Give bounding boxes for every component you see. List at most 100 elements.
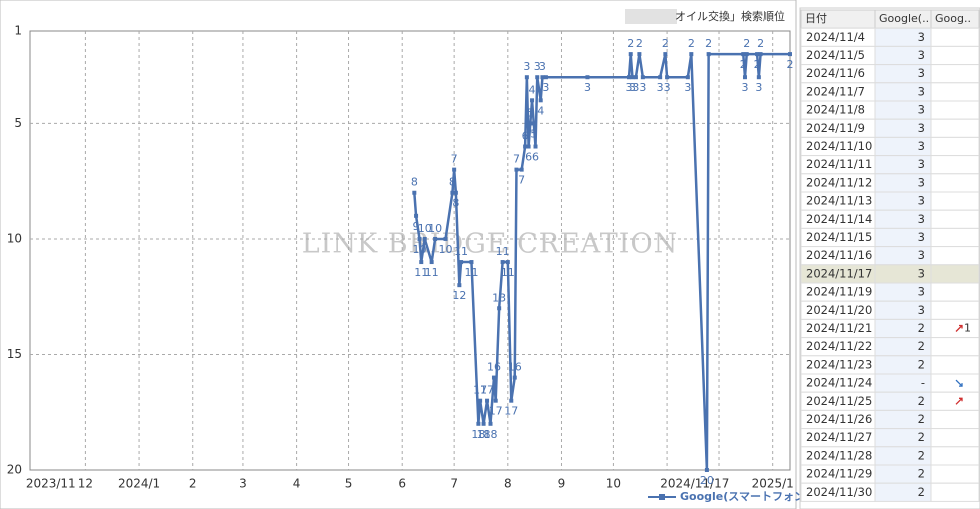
row-bg xyxy=(930,155,980,175)
data-label: 6 xyxy=(525,151,532,164)
row-bg xyxy=(930,100,980,120)
point xyxy=(543,75,548,80)
x-tick-label: 3 xyxy=(239,477,247,491)
data-label: 6 xyxy=(522,130,529,143)
row-bg xyxy=(930,27,980,47)
watermark: LINK BRIDGE CREATION xyxy=(302,229,678,260)
row-bg xyxy=(930,64,980,84)
date-cell: 2024/11/21 xyxy=(806,321,872,335)
data-label: 20 xyxy=(700,474,714,487)
rank-cell: 3 xyxy=(918,303,925,317)
date-cell: 2024/11/4 xyxy=(806,30,865,44)
date-cell: 2024/11/15 xyxy=(806,230,872,244)
row-bg xyxy=(930,373,980,393)
legend-marker xyxy=(659,494,665,500)
point xyxy=(523,144,528,149)
date-cell: 2024/11/13 xyxy=(806,194,872,208)
point xyxy=(744,52,749,57)
x-tick-label: 7 xyxy=(450,477,458,491)
x-tick-label: 2 xyxy=(189,477,197,491)
point xyxy=(628,52,633,57)
data-label: 17 xyxy=(473,384,487,397)
date-cell: 2024/11/30 xyxy=(806,485,872,499)
data-label: 17 xyxy=(489,405,503,418)
date-cell: 2024/11/6 xyxy=(806,66,865,80)
y-tick-label: 15 xyxy=(7,347,22,361)
data-label: 7 xyxy=(513,153,520,166)
data-label: 18 xyxy=(477,428,491,441)
point xyxy=(481,421,486,426)
data-label: 3 xyxy=(657,81,664,94)
point xyxy=(509,398,514,403)
point xyxy=(630,75,635,80)
rank-cell: 2 xyxy=(918,394,925,408)
y-tick-label: 5 xyxy=(14,116,22,130)
point xyxy=(528,121,533,126)
point xyxy=(422,236,427,241)
rank-cell: 2 xyxy=(918,448,925,462)
row-bg xyxy=(930,391,980,411)
data-label: 3 xyxy=(639,81,646,94)
data-label: 2 xyxy=(688,37,695,50)
row-bg xyxy=(930,300,980,320)
data-label: 3 xyxy=(755,81,762,94)
header-text: Goog.. xyxy=(935,12,971,25)
data-label: 7 xyxy=(451,153,458,166)
rank-cell: 3 xyxy=(918,266,925,280)
data-label: 3 xyxy=(584,81,591,94)
y-tick-label: 1 xyxy=(14,24,22,38)
data-label: 11 xyxy=(464,266,478,279)
x-tick-label: 10 xyxy=(606,477,621,491)
change-cell: 1 xyxy=(964,322,971,335)
data-label: 11 xyxy=(425,266,439,279)
x-tick-label: 6 xyxy=(398,477,406,491)
change-arrow xyxy=(955,324,963,332)
rank-cell: - xyxy=(921,376,925,390)
point xyxy=(585,75,590,80)
row-bg xyxy=(930,428,980,448)
x-tick-label: 4 xyxy=(293,477,301,491)
date-cell: 2024/11/25 xyxy=(806,394,872,408)
rank-cell: 3 xyxy=(918,175,925,189)
data-label: 5 xyxy=(530,127,537,140)
date-cell: 2024/11/27 xyxy=(806,430,872,444)
rank-cell: 3 xyxy=(918,103,925,117)
rank-cell: 3 xyxy=(918,212,925,226)
data-label: 7 xyxy=(518,174,525,187)
series-line xyxy=(413,52,790,471)
row-bg xyxy=(930,318,980,339)
point xyxy=(450,190,455,195)
point xyxy=(755,52,760,57)
data-label: 10 xyxy=(413,243,427,256)
date-cell: 2024/11/29 xyxy=(806,467,872,481)
data-label: 4 xyxy=(529,83,536,96)
point xyxy=(633,75,638,80)
row-bg xyxy=(930,136,980,157)
rank-cell: 3 xyxy=(918,139,925,153)
date-cell: 2024/11/10 xyxy=(806,139,872,153)
x-tick-label: 2024/11/17 xyxy=(660,477,729,491)
point xyxy=(443,236,448,241)
point xyxy=(663,52,668,57)
rank-cell: 3 xyxy=(918,30,925,44)
chart-title: オイル交換」検索順位 xyxy=(675,9,785,23)
point xyxy=(514,167,519,172)
y-tick-label: 20 xyxy=(7,463,22,477)
rank-cell: 2 xyxy=(918,467,925,481)
data-label: 2 xyxy=(740,58,747,71)
date-cell: 2024/11/11 xyxy=(806,157,872,171)
data-label: 11 xyxy=(454,245,468,258)
row-bg xyxy=(930,282,980,302)
x-tick-label: 5 xyxy=(345,477,353,491)
point xyxy=(433,236,438,241)
date-cell: 2024/11/16 xyxy=(806,248,872,262)
rank-cell: 3 xyxy=(918,230,925,244)
data-label: 8 xyxy=(449,176,456,189)
row-bg xyxy=(930,246,980,266)
redacted xyxy=(625,9,677,24)
x-tick-label: 2023/11 xyxy=(26,477,76,491)
point xyxy=(488,421,493,426)
data-label: 16 xyxy=(487,361,501,374)
point xyxy=(658,75,663,80)
point xyxy=(530,98,535,103)
